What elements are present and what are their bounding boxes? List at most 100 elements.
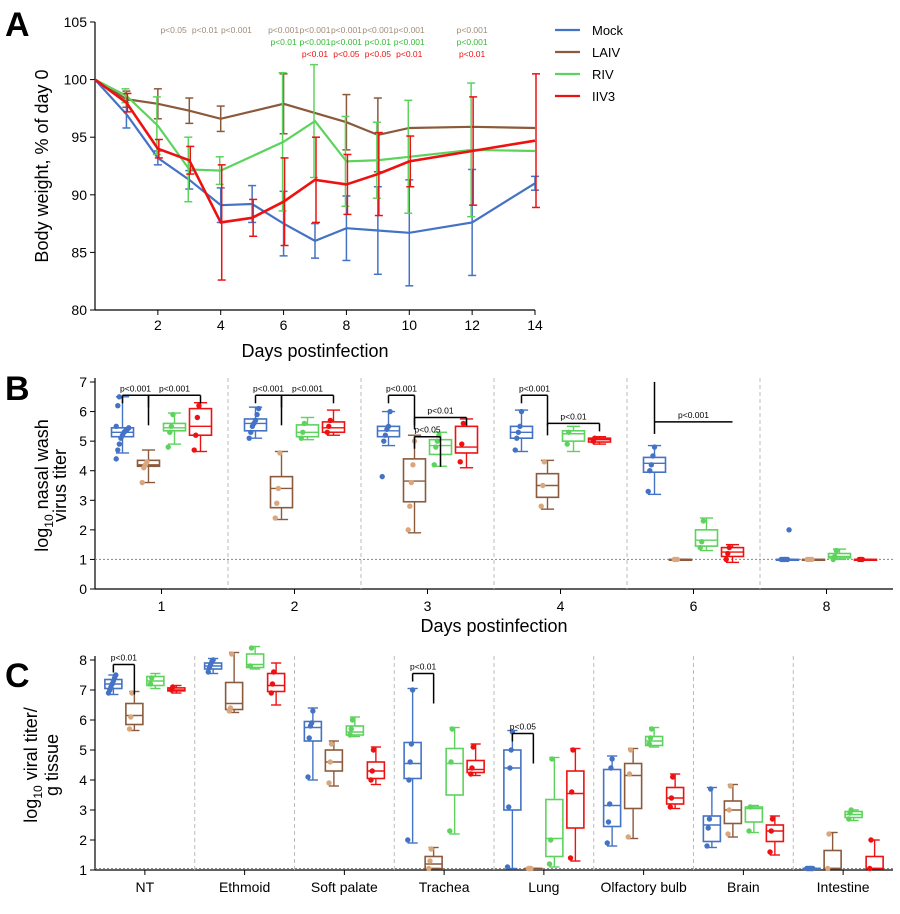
data-point [726,807,732,813]
data-point [651,444,658,450]
data-point [469,765,475,771]
p-value-label: p<0.01 [302,49,329,59]
data-point [406,777,412,783]
p-value-annotation: p<0.001 p<0.001 p<0.01 [300,25,331,59]
data-point [826,831,832,837]
data-point [113,672,119,678]
data-point [697,544,703,551]
data-point [167,429,173,435]
x-tick-label: 1 [158,598,166,614]
p-value-annotation: p<0.001 p<0.01 p<0.05 [362,25,393,59]
data-point [546,861,553,867]
data-point [168,423,175,430]
significance-bracket: p<0.001 [653,381,733,434]
data-point [868,837,874,843]
box-laiv [402,434,427,534]
data-point [246,435,252,441]
data-point [459,441,465,447]
data-point [604,840,610,846]
box-body [125,702,144,726]
p-value-label: p<0.01 [427,405,454,415]
box-riv [295,416,320,441]
box-iiv3 [720,543,745,564]
data-point [470,744,476,750]
data-point [608,765,614,771]
data-point [129,690,135,696]
legend-label: LAIV [592,45,621,60]
data-point [270,669,277,675]
data-point [301,420,308,427]
data-point [113,423,119,430]
box-riv [561,425,586,453]
data-point [328,741,335,747]
data-point [196,402,202,409]
legend-label: IIV3 [592,89,615,104]
p-value-label: p<0.001 [331,25,362,35]
y-tick-label: 4 [79,463,87,479]
data-point [144,459,150,465]
data-point [468,771,474,777]
data-point [274,500,280,506]
p-value-label: p<0.001 [300,37,331,47]
p-value-label: p<0.001 [386,383,417,393]
data-point [669,774,676,780]
box-mock [642,444,667,496]
data-point [128,714,134,720]
data-point [647,735,654,741]
box-iiv3 [587,435,612,445]
data-point [381,438,387,444]
data-point [832,553,838,560]
data-point [726,544,733,551]
box-body [424,855,443,870]
box-body [665,786,685,805]
y-tick-label: 105 [64,14,88,30]
y-tick-label: 3 [79,802,87,818]
x-tick-label: 6 [690,598,698,614]
box-riv [146,672,165,690]
significance-bracket: p<0.01 [413,405,468,430]
p-value-label: p<0.001 [300,25,331,35]
p-value-label: p<0.01 [410,662,437,672]
data-point [606,801,613,807]
data-point [269,681,276,687]
data-point [746,828,752,834]
data-point [306,735,312,741]
p-value-label: p<0.001 [394,37,425,47]
x-tick-label: 2 [154,317,162,333]
box-riv [445,726,464,835]
box-body [545,798,564,858]
panel-letter-a: A [5,6,30,44]
y-tick-label: 85 [71,244,87,260]
box-body [269,475,294,509]
y-tick-label: 90 [71,187,87,203]
box-laiv [801,556,826,563]
data-point [570,747,576,753]
box-body [403,741,422,780]
box-riv [245,645,265,670]
data-point [368,777,374,783]
box-body [827,552,852,559]
data-point [191,447,197,453]
box-body [162,422,187,432]
data-point [228,651,235,657]
data-point [447,828,453,834]
x-tick-label: 4 [217,317,225,333]
data-point [667,804,673,810]
significance-bracket: p<0.01 [410,662,437,704]
box-body [623,762,643,810]
box-laiv [224,651,244,714]
y-tick-label: 2 [79,522,87,538]
data-point [626,771,633,777]
data-point [405,837,411,843]
data-point [170,411,176,418]
data-point [549,756,555,762]
data-point [507,765,513,771]
data-point [704,843,710,849]
y-axis-label: Body weight, % of day 0 [32,69,52,262]
data-point [650,453,656,459]
legend: Mock LAIV RIV IIV3 [555,23,624,104]
data-point [147,681,154,687]
data-point [434,438,441,444]
box-mock [775,527,800,563]
data-point [592,435,598,441]
